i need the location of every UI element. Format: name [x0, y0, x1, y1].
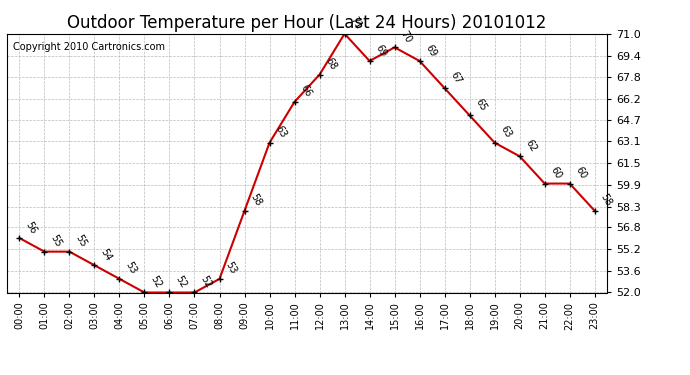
Text: Copyright 2010 Cartronics.com: Copyright 2010 Cartronics.com — [13, 42, 165, 51]
Text: 69: 69 — [374, 43, 388, 58]
Text: 70: 70 — [399, 29, 413, 45]
Text: 69: 69 — [424, 43, 439, 58]
Text: 63: 63 — [274, 124, 288, 140]
Text: 66: 66 — [299, 84, 313, 99]
Text: 58: 58 — [599, 192, 613, 208]
Text: 71: 71 — [348, 15, 364, 31]
Text: 60: 60 — [549, 165, 564, 181]
Text: 52: 52 — [174, 274, 188, 290]
Text: 53: 53 — [124, 260, 139, 276]
Text: 58: 58 — [248, 192, 264, 208]
Text: 65: 65 — [474, 97, 489, 112]
Text: 55: 55 — [74, 233, 88, 249]
Title: Outdoor Temperature per Hour (Last 24 Hours) 20101012: Outdoor Temperature per Hour (Last 24 Ho… — [68, 14, 546, 32]
Text: 56: 56 — [23, 219, 39, 235]
Text: 52: 52 — [199, 274, 214, 290]
Text: 60: 60 — [574, 165, 589, 181]
Text: 63: 63 — [499, 124, 513, 140]
Text: 62: 62 — [524, 138, 539, 153]
Text: 53: 53 — [224, 260, 239, 276]
Text: 52: 52 — [148, 274, 164, 290]
Text: 55: 55 — [48, 233, 63, 249]
Text: 67: 67 — [448, 70, 464, 86]
Text: 54: 54 — [99, 247, 113, 262]
Text: 68: 68 — [324, 56, 339, 72]
